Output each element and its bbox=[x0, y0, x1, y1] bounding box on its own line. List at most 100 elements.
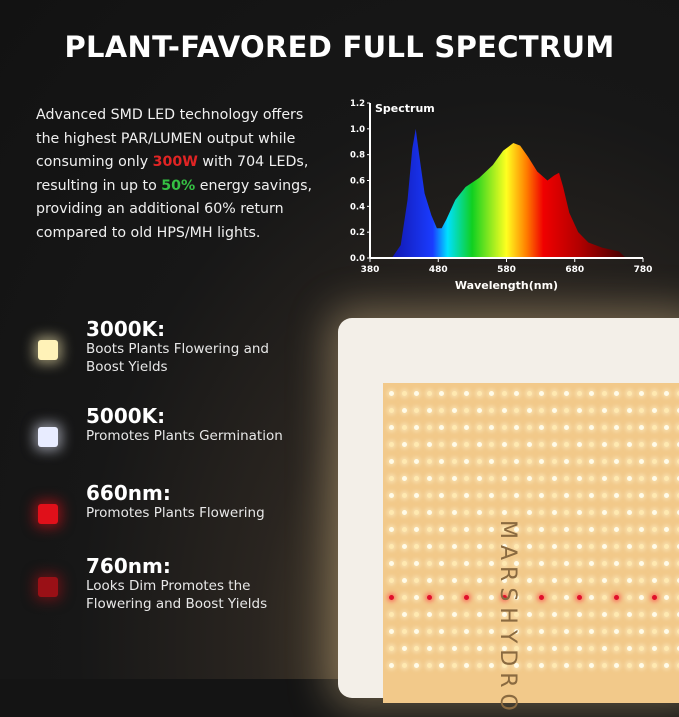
led-chip bbox=[664, 459, 669, 464]
led-chip bbox=[627, 578, 632, 583]
led-chip bbox=[602, 544, 607, 549]
led-chip bbox=[602, 578, 607, 583]
led-chip bbox=[589, 408, 594, 413]
led-chip bbox=[577, 476, 582, 481]
led-chip bbox=[464, 459, 469, 464]
led-chip bbox=[539, 646, 544, 651]
led-chip bbox=[552, 578, 557, 583]
led-chip bbox=[477, 629, 482, 634]
led-chip bbox=[402, 612, 407, 617]
led-chip bbox=[489, 391, 494, 396]
led-chip bbox=[664, 476, 669, 481]
led-chip bbox=[589, 544, 594, 549]
led-chip bbox=[652, 408, 657, 413]
led-chip bbox=[402, 510, 407, 515]
led-chip bbox=[502, 459, 507, 464]
led-chip bbox=[489, 561, 494, 566]
led-swatch-icon bbox=[38, 340, 58, 360]
led-chip bbox=[439, 527, 444, 532]
led-chip bbox=[489, 459, 494, 464]
led-chip bbox=[527, 510, 532, 515]
led-chip bbox=[602, 391, 607, 396]
led-chip bbox=[502, 425, 507, 430]
led-chip bbox=[527, 459, 532, 464]
led-chip bbox=[527, 476, 532, 481]
led-chip bbox=[502, 476, 507, 481]
led-chip bbox=[389, 391, 394, 396]
led-chip bbox=[414, 578, 419, 583]
y-tick-label: 0.2 bbox=[350, 228, 365, 238]
led-chip bbox=[589, 646, 594, 651]
led-chip bbox=[577, 578, 582, 583]
led-chip bbox=[639, 561, 644, 566]
led-chip bbox=[514, 493, 519, 498]
led-chip bbox=[652, 527, 657, 532]
led-chip bbox=[452, 442, 457, 447]
led-chip bbox=[577, 391, 582, 396]
led-chip bbox=[477, 612, 482, 617]
led-chip bbox=[527, 425, 532, 430]
led-chip bbox=[614, 561, 619, 566]
led-chip bbox=[452, 408, 457, 413]
led-chip bbox=[489, 476, 494, 481]
led-chip bbox=[402, 629, 407, 634]
led-chip bbox=[664, 646, 669, 651]
led-chip bbox=[489, 493, 494, 498]
led-chip bbox=[564, 459, 569, 464]
led-chip bbox=[402, 527, 407, 532]
led-chip bbox=[627, 595, 632, 600]
led-chip bbox=[464, 544, 469, 549]
led-chip bbox=[489, 510, 494, 515]
led-chip bbox=[639, 595, 644, 600]
led-chip bbox=[514, 425, 519, 430]
y-tick-label: 1.0 bbox=[350, 125, 365, 135]
led-chip bbox=[664, 629, 669, 634]
led-chip bbox=[614, 612, 619, 617]
led-chip bbox=[452, 612, 457, 617]
led-chip bbox=[539, 425, 544, 430]
led-chip bbox=[614, 459, 619, 464]
led-chip bbox=[402, 493, 407, 498]
led-chip bbox=[427, 459, 432, 464]
led-chip bbox=[489, 578, 494, 583]
led-chip bbox=[602, 442, 607, 447]
led-chip bbox=[439, 476, 444, 481]
led-chip bbox=[614, 493, 619, 498]
led-chip bbox=[427, 442, 432, 447]
led-chip bbox=[452, 595, 457, 600]
led-chip bbox=[564, 425, 569, 430]
led-chip bbox=[577, 442, 582, 447]
led-chip bbox=[552, 544, 557, 549]
led-chip bbox=[514, 408, 519, 413]
led-chip bbox=[464, 629, 469, 634]
led-chip bbox=[577, 425, 582, 430]
led-chip bbox=[652, 391, 657, 396]
x-tick-label: 480 bbox=[429, 265, 448, 275]
led-chip bbox=[527, 493, 532, 498]
chart-title: Spectrum bbox=[375, 102, 435, 115]
led-chip bbox=[527, 561, 532, 566]
led-chip bbox=[589, 578, 594, 583]
led-chip bbox=[552, 391, 557, 396]
led-chip bbox=[389, 544, 394, 549]
led-chip bbox=[602, 425, 607, 430]
led-chip bbox=[402, 646, 407, 651]
led-chip bbox=[552, 510, 557, 515]
led-chip bbox=[452, 629, 457, 634]
led-chip bbox=[539, 595, 544, 600]
led-chip bbox=[639, 527, 644, 532]
led-chip bbox=[402, 408, 407, 413]
led-chip bbox=[452, 425, 457, 430]
led-chip bbox=[652, 595, 657, 600]
led-chip bbox=[464, 561, 469, 566]
led-chip bbox=[477, 493, 482, 498]
led-chip bbox=[527, 646, 532, 651]
led-chip bbox=[589, 612, 594, 617]
led-chip bbox=[552, 646, 557, 651]
led-chip bbox=[564, 646, 569, 651]
led-chip bbox=[514, 391, 519, 396]
led-chip bbox=[439, 578, 444, 583]
led-chip bbox=[427, 408, 432, 413]
led-chip bbox=[389, 561, 394, 566]
led-chip bbox=[639, 612, 644, 617]
